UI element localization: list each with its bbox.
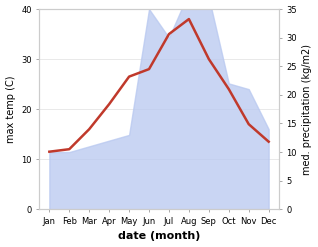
Y-axis label: med. precipitation (kg/m2): med. precipitation (kg/m2) — [302, 44, 313, 175]
X-axis label: date (month): date (month) — [118, 231, 200, 242]
Y-axis label: max temp (C): max temp (C) — [5, 75, 16, 143]
